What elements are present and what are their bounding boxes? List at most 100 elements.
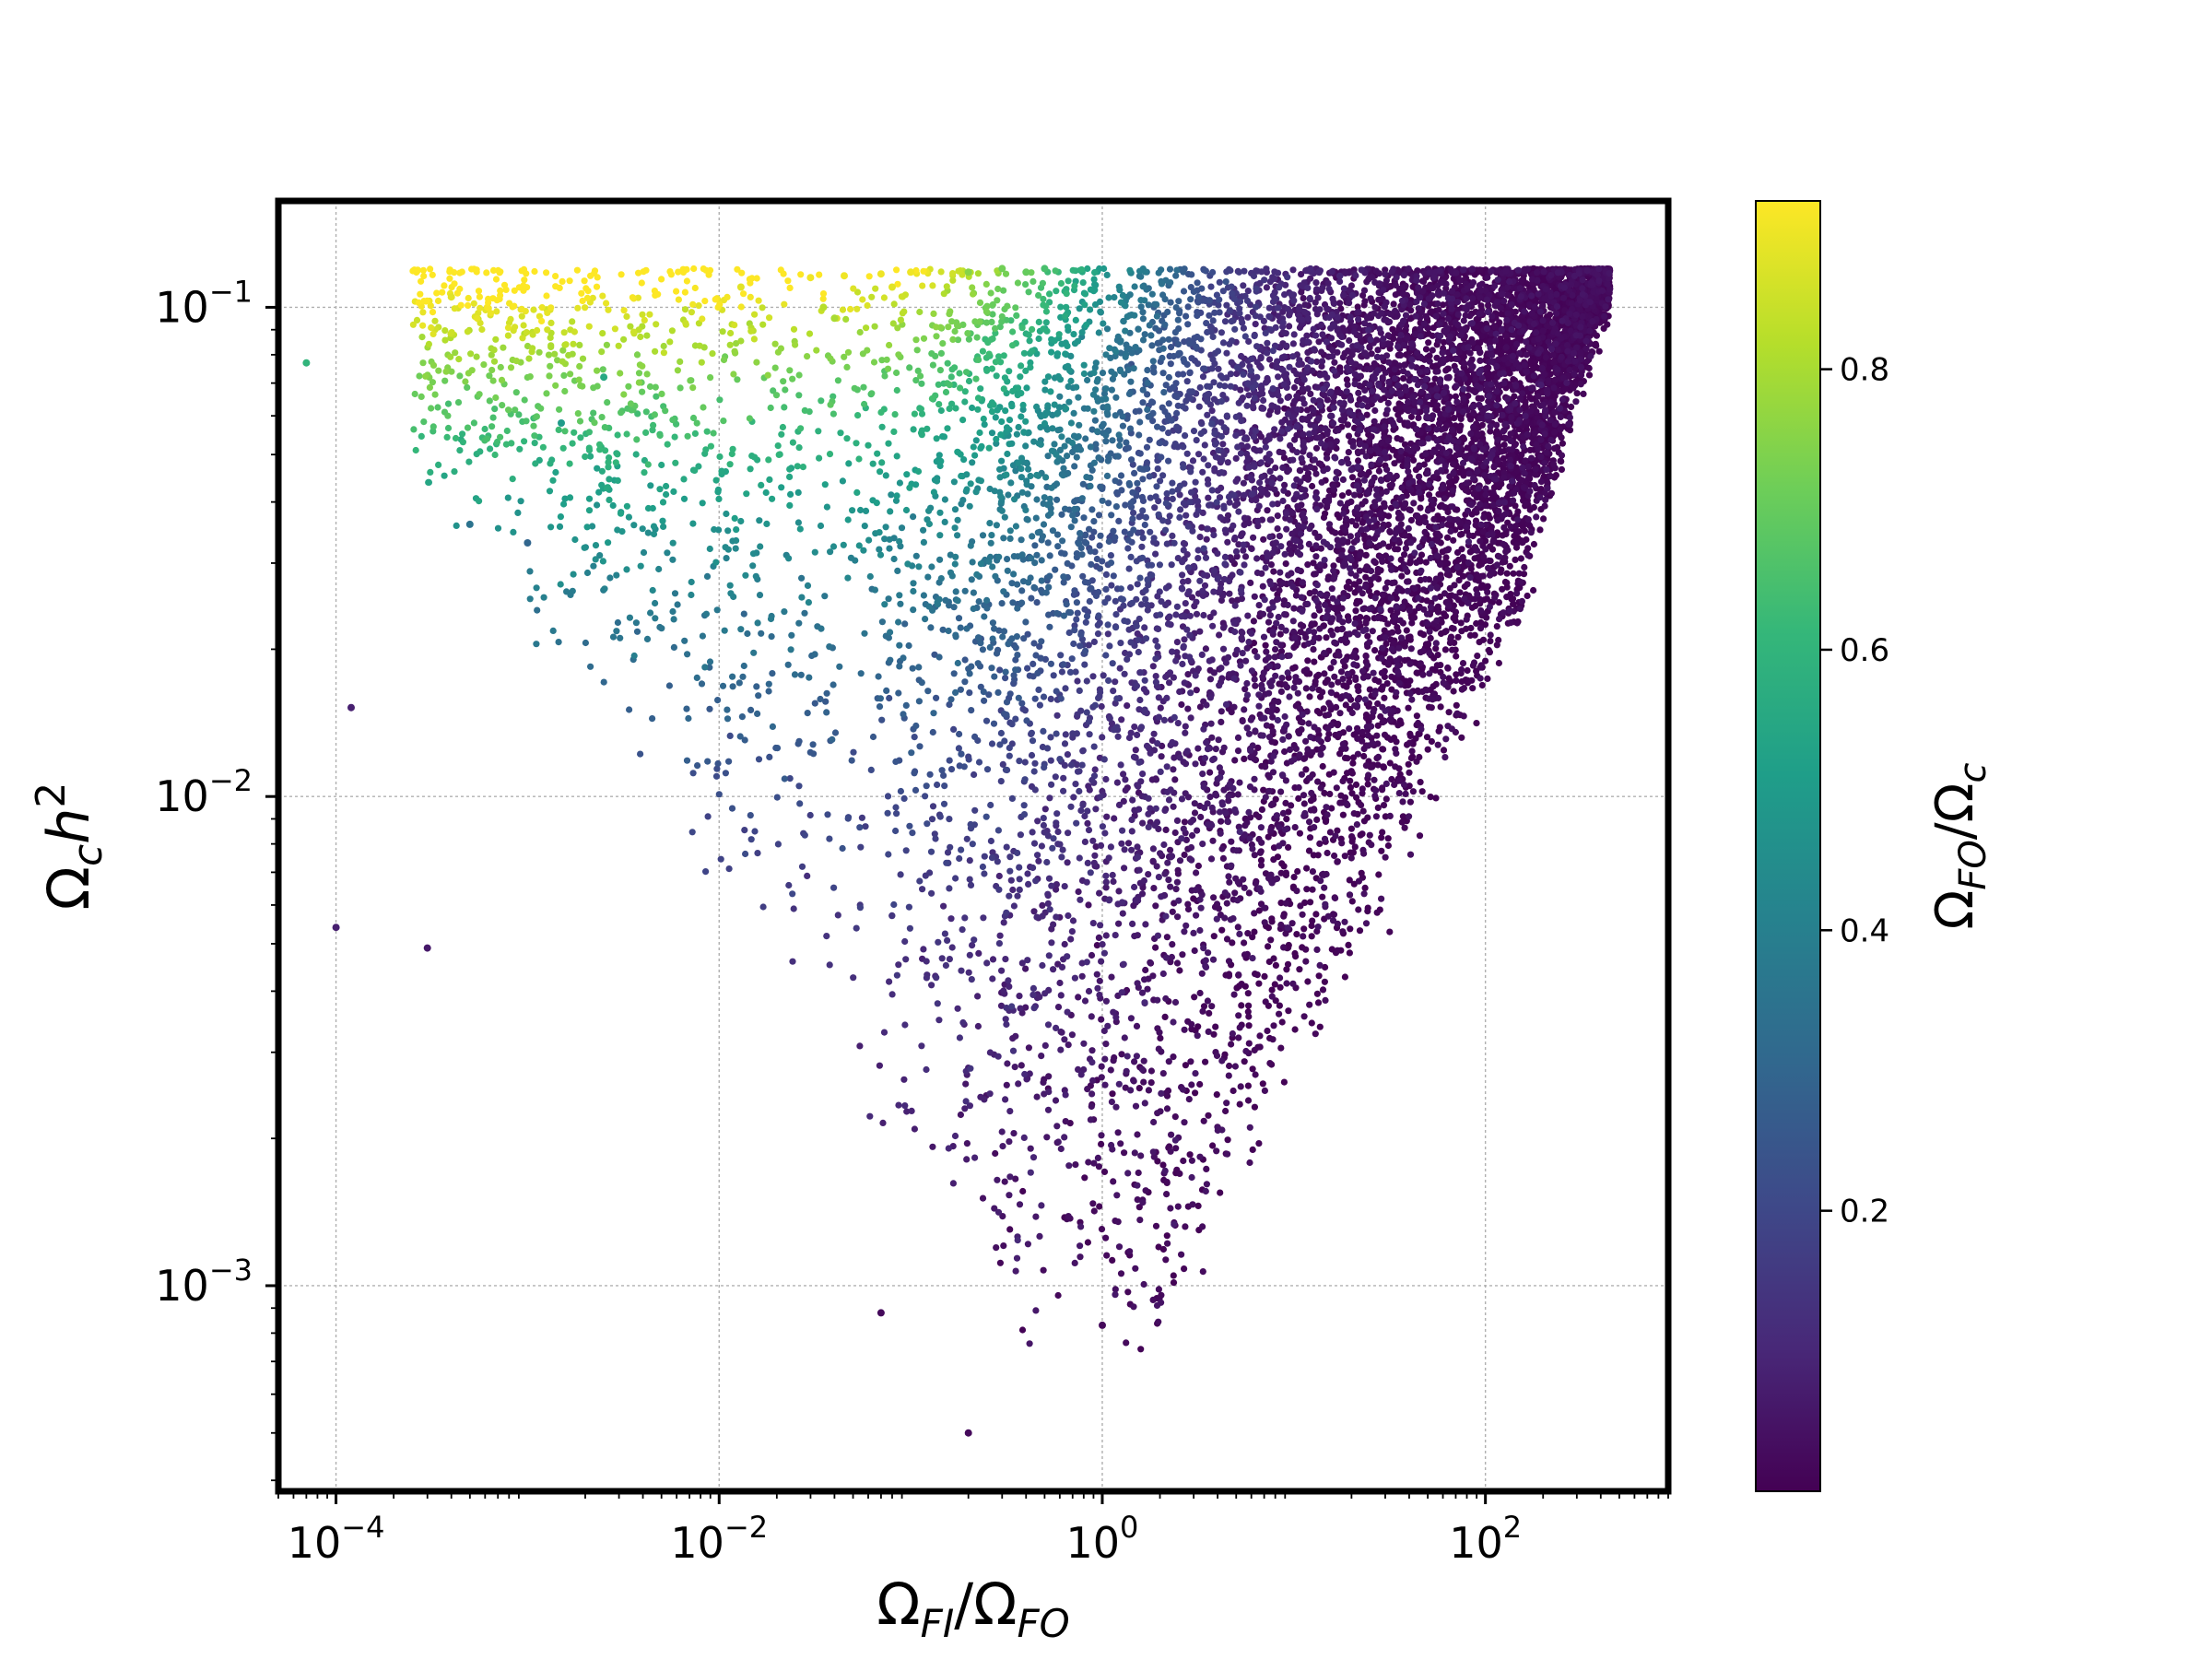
scatter-point [1296, 966, 1303, 973]
scatter-point [1384, 659, 1392, 667]
scatter-point [1325, 711, 1333, 719]
scatter-point [1391, 614, 1399, 621]
scatter-point [1332, 529, 1339, 536]
scatter-point [1244, 1097, 1253, 1104]
scatter-point [1396, 416, 1404, 423]
scatter-point [1456, 589, 1464, 596]
scatter-point [1309, 482, 1316, 490]
scatter-point [1507, 430, 1514, 438]
scatter-point [1453, 653, 1460, 660]
scatter-point [1316, 1023, 1324, 1030]
scatter-point [1391, 781, 1398, 789]
scatter-point [1321, 670, 1328, 677]
scatter-point [1081, 1174, 1088, 1182]
scatter-point [1349, 754, 1357, 761]
scatter-point [1334, 511, 1341, 519]
scatter-point [1458, 686, 1465, 693]
scatter-point [1518, 477, 1525, 484]
scatter-point [1524, 545, 1532, 552]
scatter-point [1432, 645, 1440, 653]
scatter-point [1306, 834, 1314, 841]
scatter-point [1283, 816, 1290, 823]
scatter-point [1495, 599, 1502, 606]
scatter-point [1341, 524, 1348, 532]
scatter-point [1470, 659, 1478, 666]
scatter-point [1477, 537, 1484, 545]
scatter-point [1352, 674, 1359, 681]
scatter-point [1380, 763, 1387, 771]
scatter-point [1435, 420, 1443, 428]
scatter-point [1518, 276, 1525, 284]
scatter-point [1401, 657, 1408, 665]
scatter-point [1245, 1013, 1253, 1020]
scatter-point [1382, 853, 1389, 861]
scatter-point [1506, 562, 1513, 570]
scatter-point [1188, 1020, 1195, 1028]
scatter-point [1494, 382, 1502, 389]
scatter-point [1449, 646, 1456, 653]
scatter-point [1103, 1252, 1111, 1259]
scatter-point [1374, 614, 1382, 622]
scatter-point [1255, 980, 1263, 987]
scatter-point [1424, 746, 1431, 753]
scatter-point [1441, 590, 1449, 597]
scatter-point [1182, 1223, 1189, 1230]
scatter-point [1384, 835, 1392, 842]
scatter-point [1465, 532, 1473, 539]
scatter-point [1307, 899, 1314, 906]
scatter-point [1339, 777, 1347, 785]
scatter-point [1176, 967, 1183, 974]
scatter-point [1390, 300, 1397, 308]
scatter-point [1443, 534, 1452, 541]
scatter-point [1426, 491, 1433, 499]
scatter-point [1371, 677, 1379, 684]
scatter-point [1477, 266, 1484, 274]
scatter-point [1330, 911, 1338, 918]
scatter-point [1359, 785, 1366, 793]
scatter-point [1475, 529, 1482, 536]
scatter-point [1181, 818, 1188, 826]
scatter-point [1398, 284, 1406, 291]
scatter-point [1218, 926, 1226, 934]
scatter-point [1358, 801, 1365, 809]
scatter-point [1422, 346, 1430, 353]
scatter-point [1397, 556, 1405, 564]
scatter-point [1536, 526, 1544, 534]
scatter-point [1348, 518, 1356, 525]
scatter-point [1381, 694, 1388, 701]
scatter-point [1277, 900, 1285, 907]
scatter-point [1170, 1272, 1177, 1279]
scatter-point [1356, 927, 1364, 935]
scatter-point [1493, 623, 1500, 630]
scatter-point [1157, 1034, 1164, 1041]
scatter-point [1417, 629, 1424, 637]
scatter-point [1477, 662, 1485, 669]
scatter-point [1084, 1239, 1091, 1246]
scatter-point [1378, 669, 1385, 677]
scatter-point [1306, 693, 1313, 700]
scatter-point [1452, 593, 1459, 600]
scatter-point [1090, 1207, 1098, 1215]
scatter-point [1295, 730, 1303, 737]
scatter-point [1319, 986, 1327, 994]
scatter-point [1405, 760, 1412, 768]
scatter-point [1433, 402, 1441, 409]
scatter-point [1276, 1002, 1283, 1009]
scatter-point [1054, 1291, 1062, 1300]
scatter-point [1196, 1080, 1204, 1088]
scatter-point [1470, 423, 1477, 430]
scatter-point [1362, 618, 1370, 626]
scatter-point [1501, 554, 1509, 561]
scatter-point [1256, 1032, 1264, 1040]
scatter-point [1345, 449, 1352, 456]
scatter-point [1271, 981, 1278, 988]
scatter-point [1413, 758, 1420, 765]
scatter-point [1403, 627, 1410, 634]
scatter-point [1521, 563, 1528, 571]
scatter-point [1520, 571, 1528, 578]
scatter-point [1354, 750, 1361, 758]
scatter-point [1321, 978, 1328, 985]
scatter-point [1476, 639, 1483, 646]
scatter-point [1285, 808, 1292, 816]
scatter-point [1163, 1178, 1171, 1186]
